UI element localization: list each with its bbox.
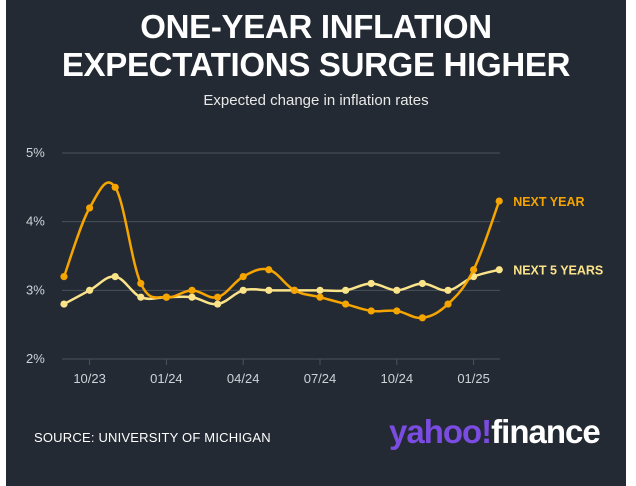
brand-finance: finance <box>491 413 601 450</box>
data-point-next-year <box>444 300 452 308</box>
title-line-1: ONE-YEAR INFLATION <box>140 8 492 45</box>
data-point-next-5-years <box>86 286 94 294</box>
data-point-next-year <box>188 286 196 294</box>
data-point-next-5-years <box>342 286 350 294</box>
y-tick-label: 4% <box>26 214 45 229</box>
chart-card: ONE-YEAR INFLATION EXPECTATIONS SURGE HI… <box>6 0 626 486</box>
y-tick-label: 2% <box>26 351 45 366</box>
data-point-next-5-years <box>444 286 452 294</box>
data-point-next-year <box>342 300 350 308</box>
data-point-next-5-years <box>60 300 68 308</box>
series-line-next-5-years <box>62 268 501 306</box>
data-point-next-year <box>265 266 273 274</box>
data-point-next-5-years <box>393 286 401 294</box>
data-point-next-5-years <box>495 266 503 274</box>
data-point-next-5-years <box>111 273 119 281</box>
data-point-next-year <box>239 273 247 281</box>
data-point-next-year <box>393 307 401 315</box>
data-point-next-5-years <box>316 286 324 294</box>
data-point-next-year <box>162 293 170 301</box>
data-point-next-year <box>367 307 375 315</box>
data-point-next-5-years <box>239 286 247 294</box>
series-label-next-5-years: NEXT 5 YEARS <box>513 264 603 278</box>
data-point-next-year <box>214 293 222 301</box>
line-chart: 5% 4% 3% 2% 10/23 01/24 04/24 07/24 10/24 01/25 NE… <box>26 145 603 386</box>
source-note: SOURCE: UNIVERSITY OF MICHIGAN <box>34 430 271 445</box>
y-tick-label: 5% <box>26 145 45 160</box>
data-point-next-year <box>495 197 503 205</box>
data-point-next-5-years <box>418 279 426 288</box>
data-point-next-year <box>86 204 94 212</box>
data-point-next-5-years <box>137 293 145 301</box>
x-tick-label: 01/24 <box>150 371 183 386</box>
data-point-next-5-years <box>214 300 222 308</box>
x-tick-label: 10/23 <box>73 371 106 386</box>
chart-title: ONE-YEAR INFLATION EXPECTATIONS SURGE HI… <box>6 8 626 84</box>
brand-yahoo: yahoo! <box>389 413 492 450</box>
data-point-next-5-years <box>265 286 273 294</box>
data-point-next-year <box>111 183 119 191</box>
data-point-next-year <box>418 314 426 322</box>
x-tick-label: 10/24 <box>381 371 414 386</box>
x-tick-label: 04/24 <box>227 371 260 386</box>
x-tick-label: 01/25 <box>457 371 490 386</box>
data-point-next-year <box>60 273 68 281</box>
chart-subtitle: Expected change in inflation rates <box>203 92 429 109</box>
series-label-next-year: NEXT YEAR <box>513 195 584 209</box>
data-point-next-5-years <box>188 293 196 301</box>
yahoo-finance-logo: yahoo!finance <box>389 413 601 451</box>
data-point-next-year <box>137 279 145 288</box>
data-point-next-year <box>290 286 298 294</box>
title-line-2: EXPECTATIONS SURGE HIGHER <box>61 46 571 83</box>
data-point-next-5-years <box>367 279 375 288</box>
x-tick-label: 07/24 <box>304 371 337 386</box>
series-line-next-year <box>62 181 501 320</box>
data-point-next-year <box>316 293 324 301</box>
y-tick-label: 3% <box>26 282 45 297</box>
data-point-next-year <box>470 266 478 274</box>
